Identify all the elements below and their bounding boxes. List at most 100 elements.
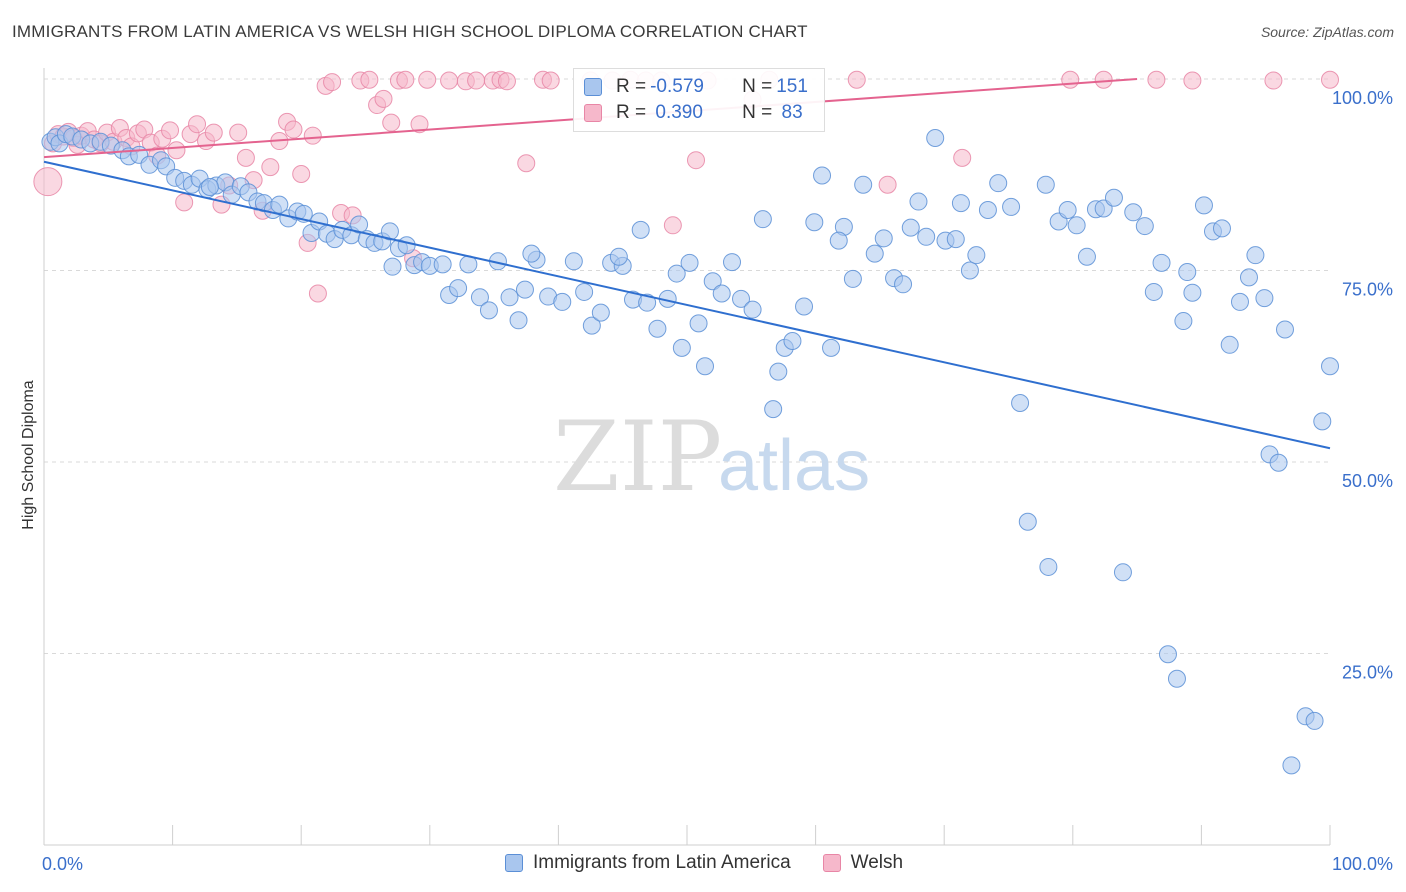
welsh-point: [467, 71, 486, 90]
legend-n-label: N =: [742, 76, 773, 97]
latin-america-point: [1036, 175, 1055, 194]
latin-america-point: [1018, 512, 1037, 531]
legend-row-latin-america: R = -0.579 N = 151: [584, 76, 808, 98]
series-legend-label: Welsh: [850, 852, 904, 873]
latin-america-point: [813, 166, 832, 185]
x-tick-label-left: 0.0%: [42, 854, 83, 874]
latin-america-point: [515, 280, 534, 299]
watermark: ZIP atlas: [553, 401, 870, 513]
latin-america-point: [917, 227, 936, 246]
latin-america-point: [822, 338, 841, 357]
welsh-point: [396, 70, 415, 89]
latin-america-point: [564, 252, 583, 271]
latin-america-point: [672, 338, 691, 357]
welsh-point: [687, 151, 706, 170]
latin-america-point: [449, 279, 468, 298]
latin-america-point: [631, 220, 650, 239]
latin-america-point: [1275, 320, 1294, 339]
welsh-point: [541, 71, 560, 90]
latin-america-point: [591, 303, 610, 322]
latin-america-point: [380, 222, 399, 241]
latin-america-point: [575, 282, 594, 301]
latin-america-point: [753, 210, 772, 229]
welsh-point: [1094, 70, 1113, 89]
welsh-point: [303, 126, 322, 145]
legend-r-value: -0.579: [650, 76, 704, 97]
welsh-point: [497, 72, 516, 91]
latin-america-point: [1282, 756, 1301, 775]
latin-america-point: [1144, 282, 1163, 301]
latin-america-point: [960, 261, 979, 280]
latin-america-point: [648, 319, 667, 338]
latin-america-point: [732, 289, 751, 308]
latin-america-point: [609, 247, 628, 266]
legend-r-label: R =: [616, 102, 647, 123]
latin-america-point: [1194, 196, 1213, 215]
latin-america-point: [1178, 263, 1197, 282]
tick-labels: 100.0% 75.0% 50.0% 25.0% 0.0% 100.0%: [42, 88, 1393, 874]
series-legend: Immigrants from Latin America Welsh: [505, 852, 935, 874]
latin-america-points: [41, 125, 1339, 775]
latin-america-point: [946, 230, 965, 249]
welsh-point: [1183, 71, 1202, 90]
series-legend-latin-america[interactable]: Immigrants from Latin America: [505, 852, 791, 874]
legend-r-value: 0.390: [650, 102, 703, 123]
latin-america-point: [1058, 200, 1077, 219]
chart-title: IMMIGRANTS FROM LATIN AMERICA VS WELSH H…: [12, 22, 808, 41]
latin-america-point: [1212, 219, 1231, 238]
welsh-point: [953, 148, 972, 167]
welsh-point: [323, 73, 342, 92]
latin-america-point: [696, 357, 715, 376]
welsh-point: [188, 115, 207, 134]
latin-america-point: [1039, 557, 1058, 576]
latin-america-point: [509, 311, 528, 330]
latin-america-point: [1230, 292, 1249, 311]
latin-america-point: [1313, 412, 1332, 431]
latin-america-point: [894, 275, 913, 294]
latin-america-point: [743, 300, 762, 319]
welsh-point: [167, 141, 186, 160]
latin-america-point: [1174, 312, 1193, 331]
latin-america-point: [1113, 563, 1132, 582]
welsh-point: [261, 158, 280, 177]
welsh-point: [1264, 71, 1283, 90]
latin-america-point: [1158, 645, 1177, 664]
latin-america-point: [854, 175, 873, 194]
welsh-point: [410, 115, 429, 134]
latin-america-point: [470, 288, 489, 307]
latin-america-point: [1321, 357, 1339, 376]
welsh-point: [440, 71, 459, 90]
latin-america-point: [397, 236, 416, 255]
latin-america-point: [865, 244, 884, 263]
latin-america-point: [270, 195, 289, 214]
legend-swatch-blue: [584, 78, 602, 96]
latin-america-point: [951, 194, 970, 213]
latin-america-point: [843, 269, 862, 288]
legend-n-value: 83: [776, 102, 803, 123]
latin-america-point: [805, 213, 824, 232]
latin-america-trend-line: [43, 160, 1331, 450]
welsh-point: [663, 216, 682, 235]
series-legend-welsh[interactable]: Welsh: [822, 852, 904, 874]
watermark-zip: ZIP: [553, 401, 722, 513]
latin-america-point: [783, 331, 802, 350]
latin-america-point: [1183, 283, 1202, 302]
latin-america-point: [723, 253, 742, 272]
welsh-point: [175, 193, 194, 212]
welsh-point: [1321, 70, 1339, 89]
latin-america-point: [1135, 217, 1154, 236]
y-tick-label: 50.0%: [1342, 471, 1393, 491]
latin-america-point: [522, 244, 541, 263]
latin-america-point: [1077, 247, 1096, 266]
welsh-point: [517, 154, 536, 173]
welsh-point: [374, 89, 393, 108]
latin-america-point: [689, 314, 708, 333]
welsh-point: [360, 70, 379, 89]
x-tick-label-right: 100.0%: [1332, 854, 1393, 874]
series-swatch-pink: [822, 854, 841, 872]
latin-america-point: [1239, 268, 1258, 287]
latin-america-point: [1220, 335, 1239, 354]
legend-r-label: R =: [616, 76, 647, 97]
latin-america-point: [1011, 394, 1030, 413]
